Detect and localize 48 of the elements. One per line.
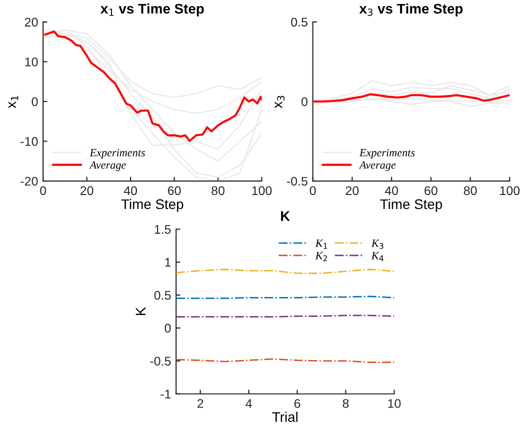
y-axis-title: K [136, 307, 146, 316]
x-tick-label: 100 [252, 186, 272, 196]
y-tick-label: 0 [164, 324, 171, 333]
x-tick-label: 4 [246, 399, 252, 408]
y-tick-label: -10 [20, 137, 38, 146]
x-tick-label: 8 [342, 399, 349, 408]
legend-label: Experiments [90, 148, 145, 159]
y-tick-label: -0.5 [150, 356, 171, 366]
x-tick-label: 60 [168, 186, 181, 196]
y-tick-label: 0 [32, 97, 38, 106]
y-axis-title: x$_{3}$ [274, 96, 285, 108]
chart-title: x$_{3}$ vs Time Step [359, 3, 463, 16]
x-tick-label: 80 [212, 186, 224, 196]
legend-label: Experiments [359, 148, 415, 159]
y-tick-label: 0 [301, 97, 308, 106]
x-tick-label: 20 [80, 186, 94, 196]
chart-title: K [281, 211, 290, 221]
legend-label: K$_{1}$ [315, 240, 328, 249]
x-tick-label: 0 [310, 186, 316, 196]
y-tick-label: 0.5 [291, 18, 308, 27]
legend-label: Average [358, 161, 396, 172]
y-tick-label: -0.5 [286, 176, 308, 186]
x-tick-label: 0 [40, 186, 46, 196]
x-tick-label: 2 [197, 399, 204, 408]
y-tick-label: 20 [24, 18, 38, 27]
y-tick-label: -20 [20, 176, 38, 186]
x-axis-title: Trial [272, 412, 298, 422]
x-tick-label: 80 [464, 186, 477, 196]
legend-label: K$_{4}$ [371, 252, 384, 262]
y-tick-label: 1 [165, 258, 171, 267]
legend-label: Average [89, 161, 126, 172]
y-tick-label: 10 [25, 58, 38, 66]
y-tick-label: 1.5 [154, 225, 171, 234]
x-tick-label: 100 [500, 186, 520, 196]
x-tick-label: 60 [424, 186, 438, 196]
x-tick-label: 40 [124, 186, 138, 196]
y-tick-label: 0.5 [154, 290, 171, 300]
legend-label: K$_{2}$ [315, 252, 328, 262]
y-tick-label: -1 [160, 390, 171, 398]
x-tick-label: 20 [346, 186, 359, 196]
x-tick-label: 40 [384, 186, 398, 196]
x-tick-label: 6 [294, 399, 300, 408]
legend-label: K$_{3}$ [371, 240, 384, 249]
y-axis-title: x$_{1}$ [8, 96, 18, 108]
x-axis-title: Time Step [121, 198, 184, 212]
x-axis-title: Time Step [380, 198, 442, 212]
chart-title: x$_{1}$ vs Time Step [100, 3, 204, 16]
x-tick-label: 10 [388, 399, 401, 408]
